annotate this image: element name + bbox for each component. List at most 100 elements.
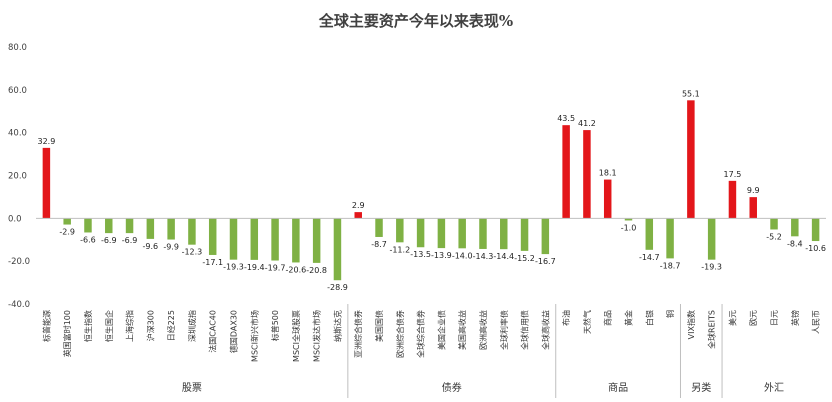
y-tick-label: 20.0 [8, 172, 27, 182]
category-label: 恒生国企 [104, 310, 114, 342]
category-label: 黄金 [624, 310, 634, 326]
data-label: 17.5 [724, 170, 742, 179]
category-label: 全球综合债券 [416, 310, 426, 358]
category-label: 沪深300 [145, 310, 155, 341]
data-label: 32.9 [37, 137, 55, 146]
bar [125, 218, 134, 234]
bar [416, 218, 425, 248]
category-label: 美国高收益 [457, 310, 467, 350]
bar [229, 218, 238, 260]
category-label: 全球信用债 [520, 310, 530, 350]
data-label: -14.3 [473, 252, 494, 261]
bar [728, 180, 737, 219]
bar [146, 218, 155, 239]
data-label: -19.4 [244, 263, 265, 272]
bar [84, 218, 92, 233]
data-label: 43.5 [557, 114, 575, 123]
data-label: -19.7 [265, 264, 286, 273]
bar [208, 218, 217, 255]
category-label: 亚洲综合债券 [353, 310, 363, 358]
category-label: 商品 [603, 310, 613, 326]
category-label: 日经225 [166, 310, 176, 341]
data-label: -12.3 [182, 248, 203, 257]
category-label: 全球利率债 [499, 310, 509, 350]
data-label: -5.2 [766, 232, 782, 241]
category-label: 英国富时100 [62, 310, 72, 357]
category-label: 白银 [644, 310, 654, 326]
data-label: 9.9 [747, 186, 760, 195]
data-labels: 32.9-2.9-6.6 -6.9 -6.9-9.6 -9.9-12.3-17.1-1… [37, 89, 825, 292]
bar [624, 218, 633, 221]
bar [500, 218, 508, 250]
data-label: -6.9 [122, 236, 138, 245]
bar [312, 218, 321, 263]
data-label: -20.6 [286, 265, 307, 274]
data-label: 2.9 [352, 201, 365, 210]
bar [707, 218, 716, 260]
y-axis: 80.0 60.0 40.0 20.0 0.0 -20.0 -40.0 [8, 43, 30, 310]
bar [167, 218, 175, 240]
group-label: 外汇 [764, 381, 784, 394]
bar [687, 100, 695, 219]
data-label: -19.3 [223, 263, 244, 272]
category-label: 全球REITS [707, 310, 717, 349]
bar [583, 130, 591, 219]
data-label: -6.9 [101, 236, 117, 245]
bar [396, 218, 404, 243]
group-label: 另类 [691, 381, 711, 394]
data-label: -28.9 [327, 283, 348, 292]
bar [458, 218, 466, 249]
data-label: 18.1 [599, 169, 617, 178]
bar [603, 179, 612, 219]
data-label: -10.6 [805, 244, 826, 253]
category-label: MSCI发达市场 [312, 310, 322, 362]
bar [271, 218, 279, 261]
category-label: 法国CAC40 [208, 310, 218, 353]
bar [63, 218, 71, 225]
bar [645, 218, 654, 250]
data-label: -11.2 [389, 245, 410, 254]
data-label: -16.7 [535, 257, 556, 266]
data-label: -6.6 [80, 235, 96, 244]
data-label: -13.5 [410, 250, 431, 259]
category-label: 天然气 [582, 310, 592, 334]
data-label: -14.7 [639, 253, 660, 262]
bar [541, 218, 550, 255]
data-label: -17.1 [202, 258, 223, 267]
y-tick-label: 80.0 [8, 43, 27, 53]
category-label: 英镑 [790, 310, 800, 326]
data-label: -9.6 [143, 242, 159, 251]
category-label: 德国DAX30 [229, 310, 239, 353]
data-label: 55.1 [682, 89, 700, 98]
category-label: 纳斯达克 [332, 310, 342, 342]
y-tick-label: -40.0 [8, 300, 30, 310]
data-label: -14.0 [452, 251, 473, 260]
category-label: 全球高收益 [540, 310, 550, 350]
bars [42, 100, 820, 281]
bar [333, 218, 342, 281]
category-label: MSCI全球股票 [291, 310, 301, 362]
data-label: -14.4 [493, 252, 514, 261]
category-label: 深圳成指 [187, 310, 197, 342]
data-label: -1.0 [621, 223, 637, 232]
bar [42, 147, 51, 219]
category-labels: 标普能源 英国富时100 恒生指数 恒生国企 上海综指 沪深300 日经225 深圳成指 法国C… [41, 310, 820, 362]
data-label: -8.7 [371, 240, 387, 249]
group-label: 债券 [442, 381, 462, 394]
bar [791, 218, 799, 237]
bar [105, 218, 113, 234]
bar [188, 218, 196, 245]
data-label: -13.9 [431, 251, 452, 260]
data-label: -18.7 [660, 261, 681, 270]
category-label: 人民币 [812, 310, 821, 334]
category-label: 美元 [727, 310, 737, 326]
bar [811, 218, 820, 242]
bar [375, 218, 383, 237]
bar [354, 212, 362, 219]
bar [479, 218, 487, 249]
y-tick-label: 60.0 [8, 86, 27, 96]
category-label: 欧洲综合债券 [395, 310, 405, 358]
category-label: 欧洲高收益 [478, 310, 488, 350]
category-label: 美国国债 [374, 310, 384, 342]
